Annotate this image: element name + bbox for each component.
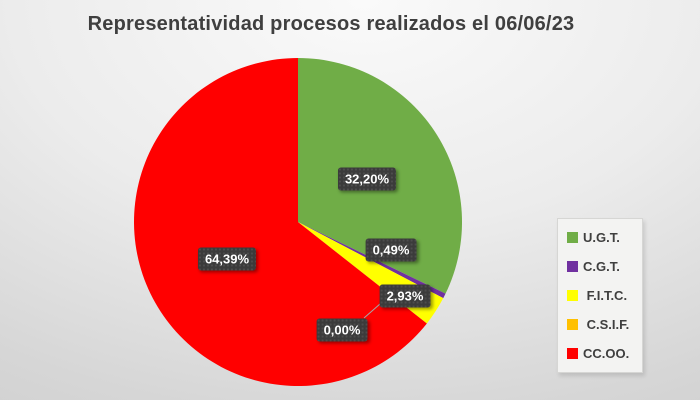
legend-item-csif: C.S.I.F.	[567, 317, 642, 332]
chart-title: Representatividad procesos realizados el…	[87, 13, 575, 35]
chart-legend: U.G.T. C.G.T. F.I.T.C. C.S.I.F. CC.OO.	[557, 218, 643, 373]
pie-slice-csif[interactable]	[298, 222, 427, 324]
legend-item-cgt: C.G.T.	[567, 259, 642, 274]
pie-slices	[134, 57, 463, 386]
legend-swatch-fitc	[567, 290, 578, 301]
data-label-ccoo: 64,39%	[197, 247, 257, 271]
legend-label-fitc: F.I.T.C.	[583, 288, 628, 303]
legend-item-fitc: F.I.T.C.	[567, 288, 642, 303]
data-label-cgt: 0,49%	[365, 238, 417, 262]
data-label-csif: 0,00%	[316, 318, 368, 342]
legend-swatch-cgt	[567, 261, 578, 272]
legend-item-ccoo: CC.OO.	[567, 346, 642, 361]
legend-swatch-ugt	[567, 232, 578, 243]
pie-slice-ccoo[interactable]	[134, 57, 427, 386]
legend-label-ugt: U.G.T.	[583, 230, 620, 245]
legend-item-ugt: U.G.T.	[567, 230, 642, 245]
legend-swatch-ccoo	[567, 348, 578, 359]
legend-swatch-csif	[567, 319, 578, 330]
legend-label-cgt: C.G.T.	[583, 259, 620, 274]
legend-label-csif: C.S.I.F.	[583, 317, 630, 332]
data-label-ugt: 32,20%	[337, 167, 397, 191]
data-label-fitc: 2,93%	[379, 284, 431, 308]
legend-label-ccoo: CC.OO.	[583, 346, 630, 361]
